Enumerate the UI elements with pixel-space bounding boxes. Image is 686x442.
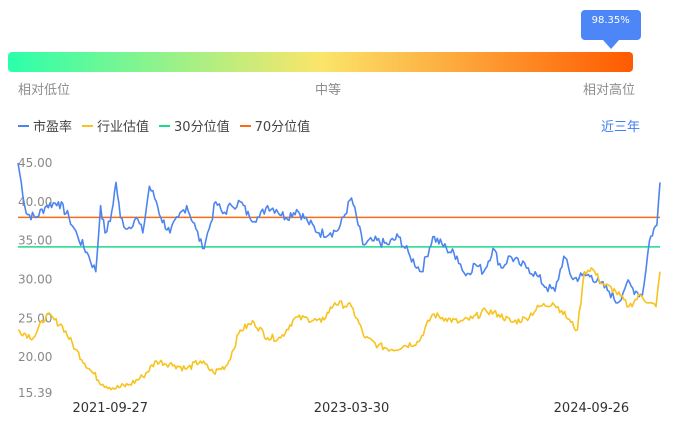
gauge-low-label: 相对低位 [18,83,71,98]
percentile-gauge-bar [8,52,633,72]
y-tick-label: 15.39 [18,386,52,400]
legend-item-p30[interactable]: 30分位值 [159,116,230,135]
y-tick-label: 30.00 [18,273,52,287]
x-tick-label: 2024-09-26 [554,401,630,416]
y-tick-label: 35.00 [18,234,52,248]
legend-swatch-pe [18,124,29,127]
legend-item-pe[interactable]: 市盈率 [18,116,72,135]
series-line-industry [17,267,661,391]
legend-swatch-p70 [239,124,251,127]
series-line-pe [17,162,661,304]
legend-label-p70: 70分位值 [254,120,311,135]
legend-label-industry: 行业估值 [97,120,150,135]
legend-item-industry[interactable]: 行业估值 [82,116,149,135]
x-tick-label: 2021-09-27 [72,401,148,416]
period-selector-link[interactable]: 近三年 [600,120,640,135]
legend-swatch-industry [82,124,94,127]
y-tick-label: 20.00 [18,350,52,364]
gauge-mid-label: 中等 [315,83,342,98]
legend-label-p30: 30分位值 [174,120,230,135]
y-tick-label: 45.00 [18,156,52,170]
percentile-tooltip: 98.35% [580,10,641,40]
legend-label-pe: 市盈率 [33,120,73,135]
x-tick-label: 2023-03-30 [314,401,390,416]
y-tick-label: 40.00 [18,195,52,209]
legend-item-p70[interactable]: 70分位值 [239,116,311,135]
chart-legend: 市盈率 行业估值 30分位值 70分位值 [18,116,320,135]
percentile-value: 98.35% [591,15,630,26]
legend-swatch-p30 [159,124,171,127]
gauge-high-label: 相对高位 [583,83,636,98]
percentile-tooltip-arrow-icon [602,40,619,49]
